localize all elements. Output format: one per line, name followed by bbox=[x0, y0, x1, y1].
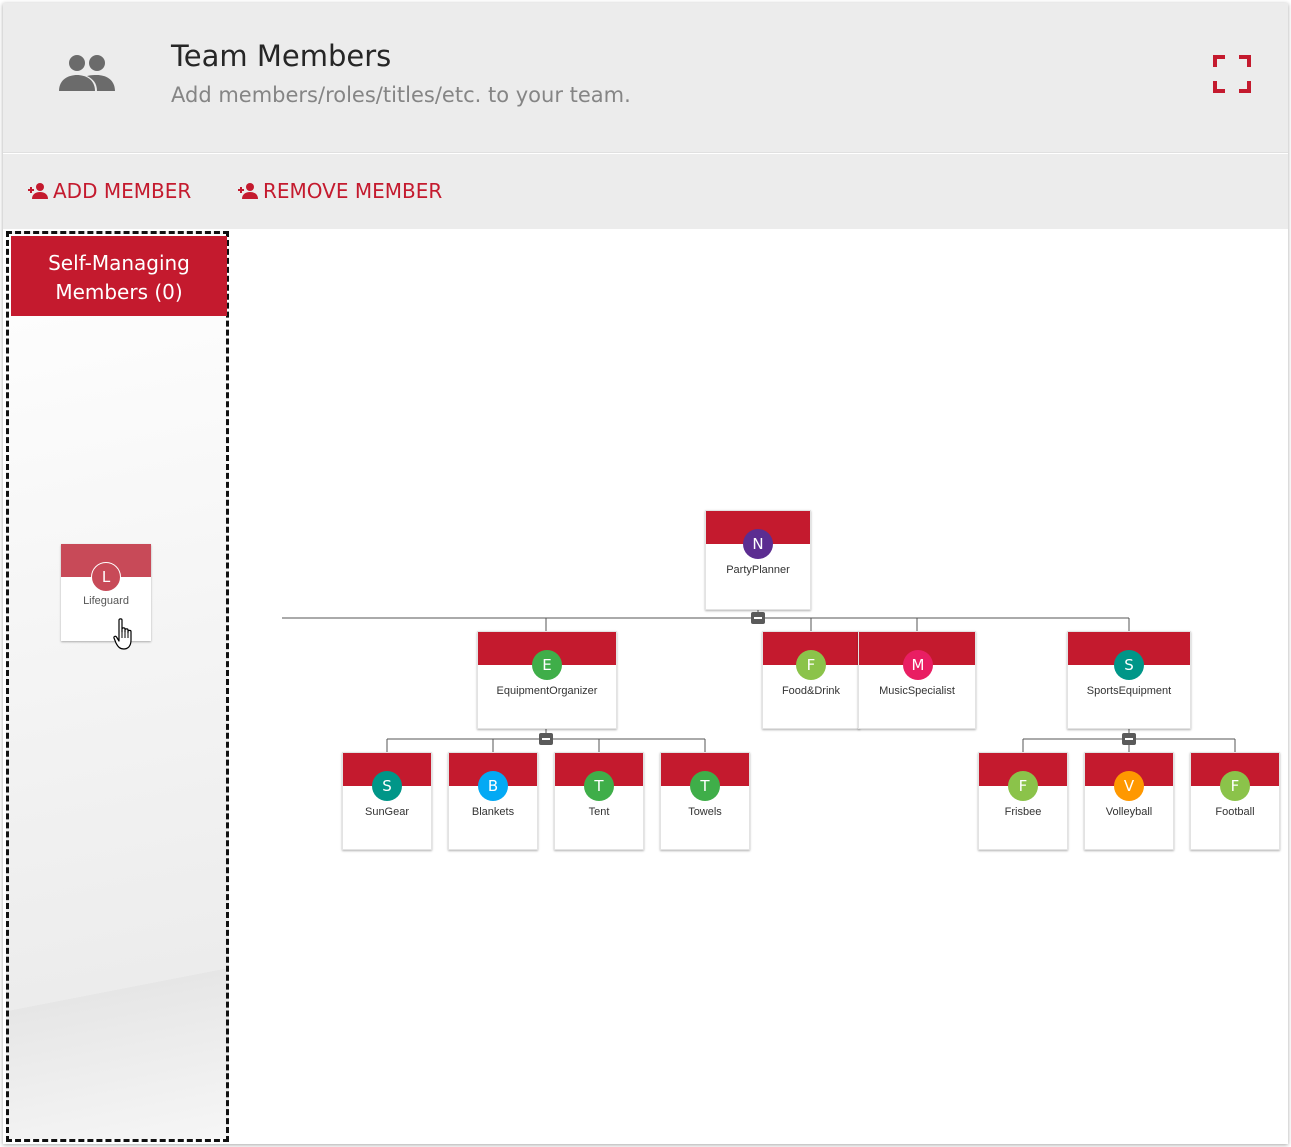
toolbar: ADD MEMBER REMOVE MEMBER bbox=[3, 154, 1288, 229]
org-node-partyplanner[interactable]: N PartyPlanner bbox=[705, 510, 811, 610]
panel-title-line2: Members (0) bbox=[55, 280, 183, 304]
node-avatar: S bbox=[1114, 650, 1144, 680]
node-label: SportsEquipment bbox=[1086, 685, 1172, 697]
panel-title-line1: Self-Managing bbox=[48, 251, 190, 275]
collapse-toggle-sports-equipment[interactable] bbox=[1122, 733, 1136, 745]
node-avatar: E bbox=[532, 650, 562, 680]
node-label: MusicSpecialist bbox=[879, 685, 955, 697]
node-avatar: V bbox=[1114, 771, 1144, 801]
fullscreen-icon[interactable] bbox=[1213, 55, 1251, 93]
node-avatar: L bbox=[91, 562, 121, 592]
org-node-sports-equipment[interactable]: S SportsEquipment bbox=[1067, 631, 1191, 729]
node-avatar: F bbox=[796, 650, 826, 680]
remove-member-label: REMOVE MEMBER bbox=[263, 179, 443, 203]
team-members-card: Team Members Add members/roles/titles/et… bbox=[3, 3, 1288, 1144]
node-avatar: B bbox=[478, 771, 508, 801]
node-label: Football bbox=[1215, 806, 1255, 818]
page-subtitle: Add members/roles/titles/etc. to your te… bbox=[171, 83, 631, 107]
node-label: Volleyball bbox=[1105, 806, 1153, 818]
org-node-frisbee[interactable]: F Frisbee bbox=[978, 752, 1068, 850]
node-label: PartyPlanner bbox=[726, 564, 790, 576]
node-label: Tent bbox=[588, 806, 610, 818]
org-node-sungear[interactable]: S SunGear bbox=[342, 752, 432, 850]
remove-member-button[interactable]: REMOVE MEMBER bbox=[237, 178, 442, 204]
node-label: Blankets bbox=[471, 806, 515, 818]
org-node-tent[interactable]: T Tent bbox=[554, 752, 644, 850]
node-avatar: T bbox=[584, 771, 614, 801]
node-avatar: M bbox=[903, 650, 933, 680]
node-avatar: T bbox=[690, 771, 720, 801]
collapse-toggle-equipment-organizer[interactable] bbox=[539, 733, 553, 745]
org-chart-canvas[interactable]: N PartyPlanner E EquipmentOrganizer F Fo… bbox=[232, 229, 1288, 1144]
node-avatar: N bbox=[743, 529, 773, 559]
add-member-label: ADD MEMBER bbox=[53, 179, 192, 203]
node-label: EquipmentOrganizer bbox=[496, 685, 598, 697]
person-add-icon bbox=[28, 183, 48, 199]
node-label: Frisbee bbox=[1004, 806, 1042, 818]
add-member-button[interactable]: ADD MEMBER bbox=[27, 178, 191, 204]
node-label: Lifeguard bbox=[83, 595, 129, 607]
page-title: Team Members bbox=[171, 39, 392, 73]
node-avatar: F bbox=[1008, 771, 1038, 801]
person-add-icon bbox=[238, 183, 258, 199]
dragged-node-lifeguard[interactable]: L Lifeguard bbox=[61, 544, 151, 641]
org-node-football[interactable]: F Football bbox=[1190, 752, 1280, 850]
self-managing-header: Self-Managing Members (0) bbox=[11, 236, 227, 316]
node-label: Food&Drink bbox=[781, 685, 841, 697]
org-node-food-drink[interactable]: F Food&Drink bbox=[762, 631, 860, 729]
node-avatar: S bbox=[372, 771, 402, 801]
self-managing-members-dropzone[interactable]: Self-Managing Members (0) bbox=[6, 231, 229, 1142]
node-label: SunGear bbox=[364, 806, 410, 818]
node-avatar: F bbox=[1220, 771, 1250, 801]
org-node-equipment-organizer[interactable]: E EquipmentOrganizer bbox=[477, 631, 617, 729]
people-icon bbox=[59, 55, 115, 91]
org-node-music-specialist[interactable]: M MusicSpecialist bbox=[858, 631, 976, 729]
hand-cursor-icon bbox=[113, 618, 132, 650]
org-node-volleyball[interactable]: V Volleyball bbox=[1084, 752, 1174, 850]
org-node-blankets[interactable]: B Blankets bbox=[448, 752, 538, 850]
collapse-toggle-partyplanner[interactable] bbox=[751, 612, 765, 624]
header: Team Members Add members/roles/titles/et… bbox=[3, 3, 1288, 153]
org-node-towels[interactable]: T Towels bbox=[660, 752, 750, 850]
node-label: Towels bbox=[688, 806, 722, 818]
